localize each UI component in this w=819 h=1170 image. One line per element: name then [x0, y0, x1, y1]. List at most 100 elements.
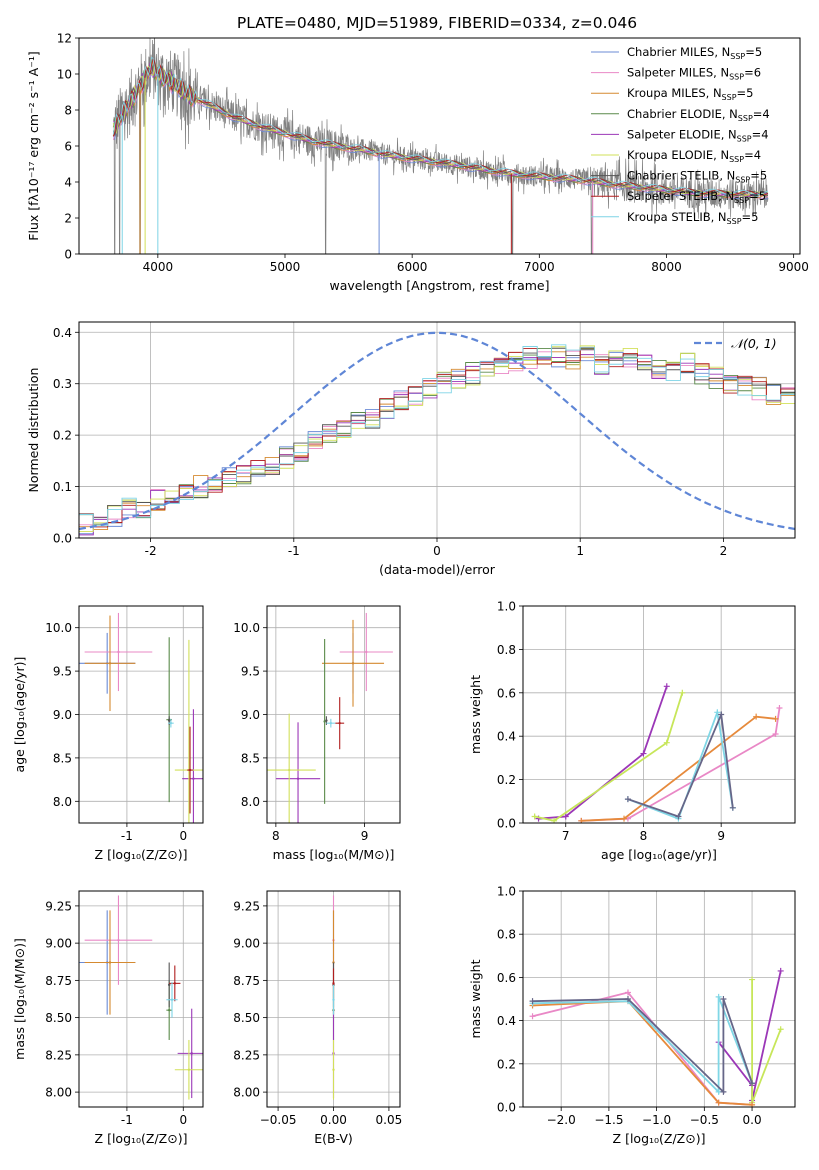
plots: 4000 5000 6000 7000 8000 9000024681012wavelen… [12, 32, 809, 1147]
y-tick-label: 9.00 [45, 937, 72, 951]
y-tick-label: 10 [57, 68, 72, 82]
x-tick-label: 9000 [778, 260, 809, 274]
legend-label: Kroupa STELIB, NSSP=5 [627, 210, 758, 226]
axes-frame [266, 890, 401, 1108]
panel-age-vs-Z: -1 0 8.0 8.5 9.0 9.5 10.0 Z [log₁₀(Z/Z⊙)] age [l… [12, 605, 204, 862]
panel-mass-vs-Z: -1 0 8.00 8.25 8.50 8.75 9.00 9.25 Z [log₁₀(Z/Z⊙… [12, 890, 204, 1146]
x-axis-label: Z [log₁₀(Z/Z⊙)] [95, 1131, 188, 1146]
legend-sub: SSP [727, 217, 742, 226]
y-tick-label: 0.0 [497, 1101, 516, 1115]
errorbar-point [174, 1039, 203, 1100]
y-tick-label: 0.1 [53, 480, 72, 494]
x-tick-label: 0 [179, 1113, 187, 1127]
y-axis-label: Flux [fλ10⁻¹⁷ erg cm⁻² s⁻¹ A⁻¹] [26, 51, 41, 240]
y-tick-label: 4 [64, 176, 72, 190]
legend-suffix: =5 [749, 189, 766, 203]
histogram-line-8 [79, 344, 795, 538]
y-tick-label: 9.25 [45, 899, 72, 913]
legend-prefix: Kroupa ELODIE, N [627, 148, 729, 162]
y-tick-label: 0.4 [497, 730, 516, 744]
legend-prefix: Chabrier ELODIE, N [627, 107, 738, 121]
weight-marker [624, 796, 631, 803]
x-tick-label: -2 [145, 544, 157, 558]
x-tick-label: 1 [576, 544, 584, 558]
y-tick-label: 8.25 [45, 1048, 72, 1062]
y-tick-label: 0 [64, 248, 72, 262]
legend-label: Kroupa MILES, NSSP=5 [627, 86, 753, 102]
errorbar-point [84, 910, 136, 1015]
x-tick-label: 7 [562, 829, 570, 843]
x-tick-label: 0.00 [320, 1113, 347, 1127]
errorbar-marker [338, 721, 341, 725]
x-axis-label: age [log₁₀(age/yr)] [601, 847, 717, 862]
legend-suffix: =5 [737, 86, 754, 100]
y-ticks: 0 2 4 6 8 10 12 [57, 32, 79, 262]
y-ticks: 8.00 8.25 8.50 8.75 9.00 9.25 [233, 899, 267, 1100]
x-tick-label: −2.0 [547, 1113, 576, 1127]
plot-area-mass-vs-EBV [332, 895, 335, 1100]
legend-suffix: =5 [745, 45, 762, 59]
weight-line [627, 708, 734, 820]
y-ticks: 8.0 8.5 9.0 9.5 10.0 [233, 621, 267, 809]
x-ticks: −0.05 0.00 0.05 [260, 1107, 403, 1127]
panel-weight-vs-age: 7 8 9 0.0 0.2 0.4 0.6 0.8 1.0 age [log₁₀(age/yr)]… [468, 600, 796, 862]
y-tick-label: 8.0 [53, 795, 72, 809]
y-tick-label: 0.4 [53, 326, 72, 340]
spectrum-data-line [112, 38, 769, 254]
errorbar-marker [332, 998, 335, 1001]
x-axis-label: wavelength [Angstrom, rest frame] [329, 278, 549, 293]
normal-legend-label: 𝒩(0, 1) [731, 336, 777, 351]
weight-line [581, 715, 776, 822]
weight-marker [772, 715, 779, 722]
plot-area-residuals [79, 331, 795, 538]
x-tick-label: 2 [720, 544, 728, 558]
errorbar-marker [188, 768, 192, 772]
histogram-line-1 [79, 349, 795, 538]
weight-marker [714, 709, 721, 716]
legend-sub: SSP [729, 73, 744, 82]
weight-line [627, 711, 734, 818]
errorbar-marker [167, 983, 171, 987]
y-tick-label: 0.6 [497, 971, 516, 985]
errorbar-marker [108, 662, 112, 665]
legend-label: Salpeter STELIB, NSSP=5 [627, 189, 766, 205]
errorbar-marker [329, 721, 333, 725]
errorbar-point [169, 965, 181, 1002]
x-tick-label: 0 [433, 544, 441, 558]
x-axis-label: mass [log₁₀(M/M⊙)] [273, 847, 395, 862]
y-axis-label: mass [log₁₀(M/M⊙)] [12, 938, 27, 1060]
legend-prefix: Kroupa MILES, N [627, 86, 722, 100]
weight-marker [720, 1088, 727, 1095]
weight-marker [749, 976, 756, 983]
y-tick-label: 0.8 [497, 928, 516, 942]
x-tick-label: -1 [121, 829, 133, 843]
panel-spectrum: 4000 5000 6000 7000 8000 9000 0 2 4 6 8 10 12 wavelen… [26, 32, 809, 294]
legend-label: Salpeter MILES, NSSP=6 [627, 66, 761, 82]
axes-frame [522, 605, 796, 824]
legend-label: Salpeter ELODIE, NSSP=4 [627, 127, 769, 143]
x-axis-label: Z [log₁₀(Z/Z⊙)] [95, 847, 188, 862]
axes-frame [78, 321, 796, 539]
errorbar-marker [365, 650, 368, 654]
y-tick-label: 9.00 [233, 937, 260, 951]
weight-marker [663, 739, 670, 746]
plot-area-age-vs-mass [267, 612, 393, 823]
y-ticks: 0.0 0.1 0.2 0.3 0.4 [53, 326, 79, 546]
histogram-line-4 [79, 354, 795, 538]
x-tick-label: 0.0 [743, 1113, 762, 1127]
y-tick-label: 8.75 [233, 974, 260, 988]
legend-sub: SSP [722, 93, 737, 102]
x-tick-label: 8 [272, 829, 280, 843]
normal-curve [79, 331, 795, 531]
legend-sub: SSP [738, 114, 753, 123]
weight-marker [562, 813, 569, 820]
legend-sub: SSP [734, 196, 749, 205]
axes-frame [78, 890, 204, 1108]
y-axis-label: mass weight [468, 675, 483, 754]
panel-age-vs-mass: 8 98.08.59.09.510.0 mass [log₁₀(M/M⊙)] [233, 605, 401, 862]
x-tick-label: 0.05 [376, 1113, 403, 1127]
x-axis-label: E(B-V) [314, 1131, 353, 1146]
panel-weight-vs-Z: −2.0 −1.5 −1.0 −0.5 0.0 0.0 0.2 0.4 0.6 0.8 1.0 Z [… [468, 885, 796, 1146]
panel-mass-vs-EBV: −0.05 0.00 0.05 8.00 8.25 8.50 8.75 9.00 9.25 E(B… [233, 890, 403, 1146]
